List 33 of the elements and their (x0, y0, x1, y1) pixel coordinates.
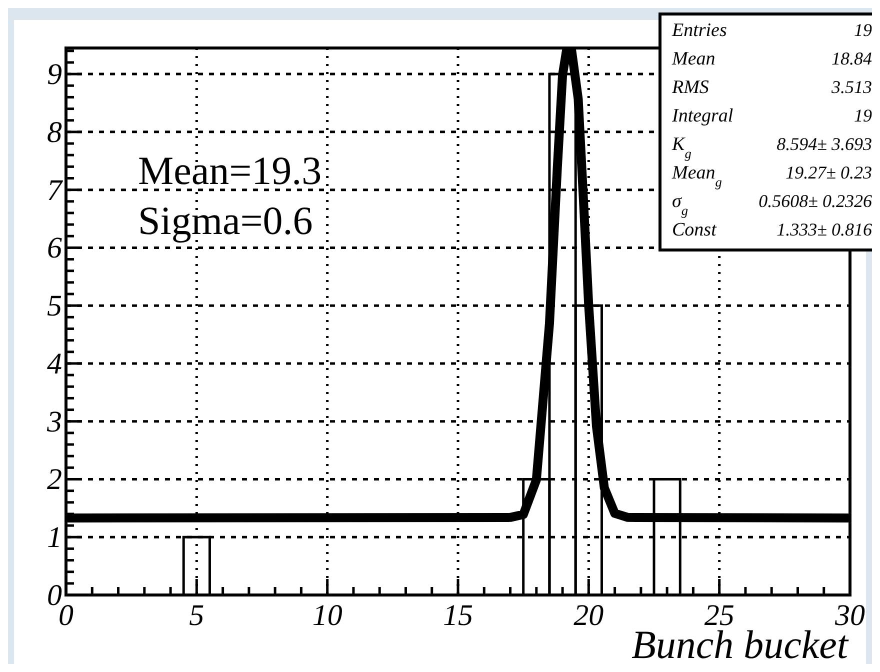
annotation: Integral (671, 106, 734, 126)
y-tick-label: 2 (47, 463, 62, 496)
annotation: RMS (671, 77, 710, 98)
text: 19 (854, 20, 872, 40)
annotation: Mean=19.3 (138, 148, 322, 193)
y-tick-label: 9 (47, 58, 62, 92)
text: Entries (671, 20, 727, 41)
y-tick-label: 1 (47, 521, 62, 554)
text: 19 (854, 106, 872, 126)
annotation: Mean (671, 48, 716, 70)
annotation: K$_{g}$ (671, 134, 692, 160)
annotation: 1.333± 0.816 (776, 220, 872, 240)
y-tick-label: 0 (47, 579, 62, 612)
x-tick-label: 5 (189, 599, 204, 632)
x-tick-label: 30 (834, 599, 865, 632)
annotation: Sigma=0.6 (138, 198, 313, 243)
y-tick-label: 4 (47, 347, 62, 380)
x-tick-label: 20 (574, 599, 604, 632)
y-tick-label: 5 (47, 290, 62, 323)
annotation: 3.513 (830, 77, 872, 97)
y-tick-label: 3 (46, 405, 62, 438)
annotation: σ$_{g}$ (672, 191, 688, 218)
annotation: 8.594± 3.693 (776, 134, 872, 154)
annotation: 19.27± 0.23 (786, 162, 872, 182)
annotation: 18.84 (832, 48, 872, 68)
y-tick-label: 6 (47, 232, 62, 265)
y-tick-label: 7 (47, 174, 64, 207)
annotation: Const (672, 220, 718, 240)
x-tick-label: 15 (443, 599, 473, 632)
x-tick-label: 10 (312, 599, 342, 632)
annotation: 0.5608± 0.2326 (758, 191, 872, 211)
y-tick-label: 8 (47, 116, 62, 149)
annotation: Mean$_{g}$ (671, 162, 722, 189)
